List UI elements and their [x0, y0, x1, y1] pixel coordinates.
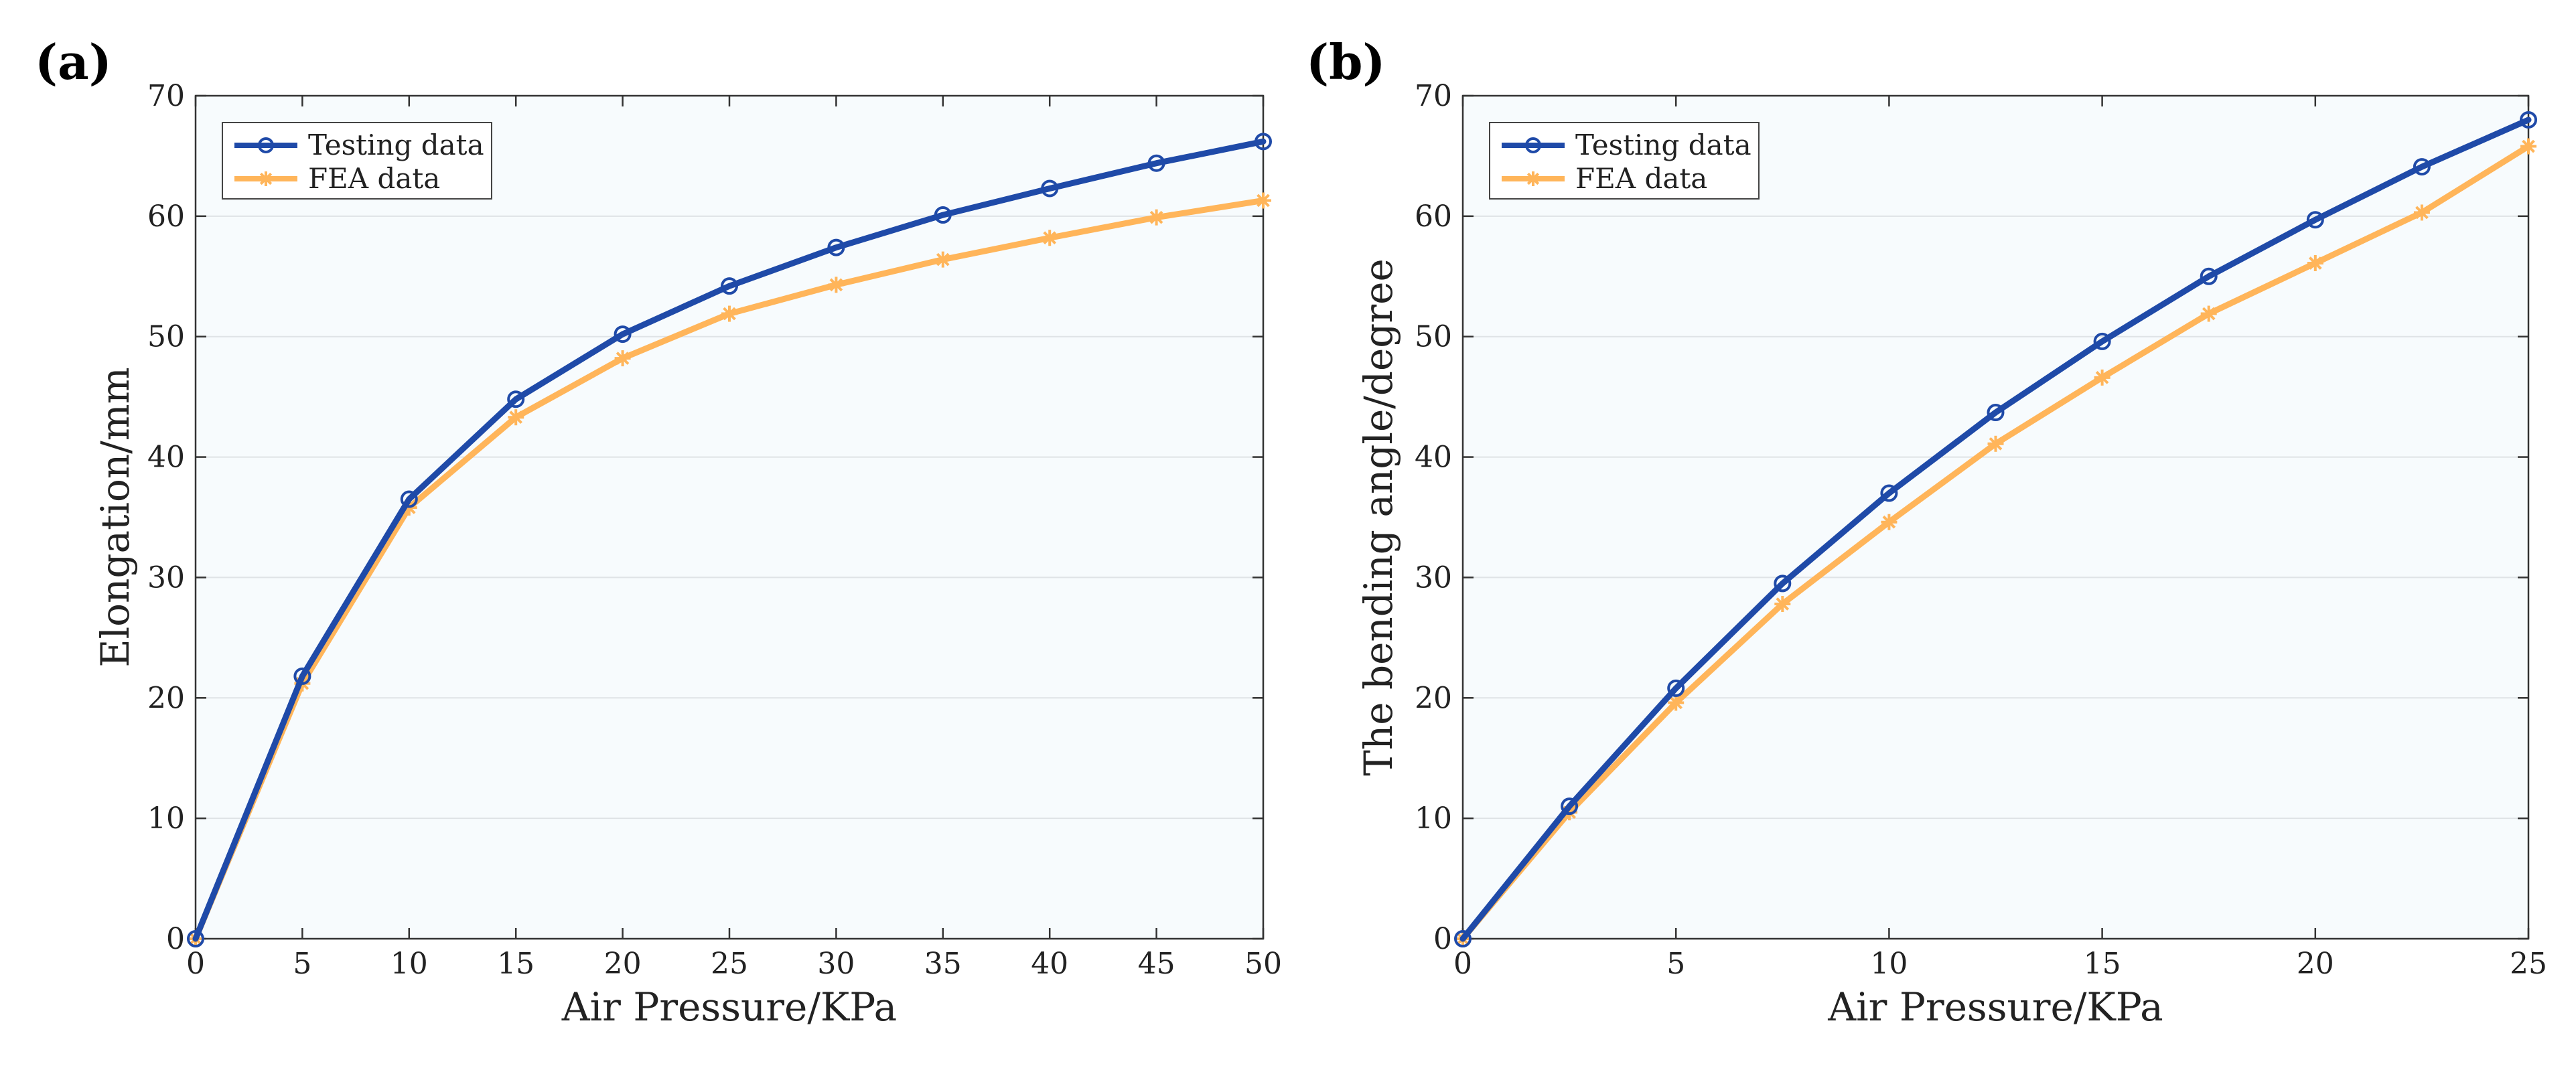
data-point	[508, 409, 524, 426]
x-tick-label: 5	[293, 947, 311, 981]
data-point	[2520, 110, 2537, 129]
data-point	[1041, 179, 1059, 198]
legend-marker	[259, 171, 273, 186]
x-tick-label: 10	[390, 947, 428, 981]
data-point	[1668, 694, 1685, 711]
axis-frame	[1461, 94, 2530, 940]
data-point	[1774, 595, 1791, 612]
x-axis-title: Air Pressure/KPa	[1827, 984, 2163, 1030]
data-point	[1987, 404, 2005, 422]
data-point	[1454, 930, 1472, 947]
y-tick-label: 30	[1415, 560, 1452, 595]
x-tick-label: 50	[1244, 947, 1282, 981]
legend-marker	[258, 137, 274, 153]
y-tick-label: 0	[1433, 922, 1452, 956]
data-point	[934, 206, 952, 224]
y-tick-label: 70	[147, 79, 185, 113]
data-point	[293, 667, 311, 685]
x-tick-label: 10	[1870, 947, 1908, 981]
data-point	[2200, 267, 2218, 285]
y-tick-label: 0	[166, 922, 185, 956]
y-tick-label: 40	[147, 441, 185, 475]
x-tick-label: 25	[2510, 947, 2547, 981]
x-tick-label: 30	[817, 947, 855, 981]
x-tick-label: 20	[604, 947, 642, 981]
y-tick-label: 10	[1415, 801, 1452, 836]
plot-area	[1463, 96, 2528, 939]
y-tick-label: 60	[1415, 200, 1452, 234]
panel-label: (b)	[1306, 33, 1385, 90]
data-point	[1147, 154, 1165, 172]
data-point	[827, 238, 845, 256]
legend-marker	[1526, 171, 1541, 186]
x-tick-label: 5	[1666, 947, 1685, 981]
y-tick-label: 70	[1415, 79, 1452, 113]
legend-marker	[1525, 137, 1541, 153]
data-point	[2093, 332, 2111, 350]
data-point	[187, 930, 204, 947]
x-tick-label: 35	[924, 947, 962, 981]
x-tick-label: 20	[2297, 947, 2334, 981]
legend-label: FEA data	[1575, 162, 1707, 195]
data-point	[1880, 484, 1898, 502]
x-tick-label: 25	[711, 947, 748, 981]
data-point	[614, 325, 632, 343]
y-axis-title: Elongation/mm	[92, 367, 138, 668]
data-point	[1042, 230, 1058, 246]
data-point	[721, 277, 738, 295]
y-tick-label: 50	[147, 320, 185, 354]
data-point	[1255, 133, 1272, 151]
series-fea-data	[1455, 138, 2536, 947]
legend-label: Testing data	[1575, 129, 1751, 161]
series-testing-data	[1454, 110, 2537, 947]
plot-area	[196, 96, 1263, 939]
data-point	[2306, 211, 2324, 229]
y-tick-label: 10	[147, 801, 185, 836]
x-tick-label: 0	[1453, 947, 1472, 981]
y-tick-label: 20	[147, 681, 185, 715]
data-point	[2413, 158, 2431, 176]
y-tick-label: 60	[147, 200, 185, 234]
x-tick-label: 0	[186, 947, 205, 981]
panel-label: (a)	[35, 33, 112, 90]
data-point	[721, 305, 737, 322]
data-point	[2094, 369, 2110, 386]
panel-b: (b) 0 10 20 30 40 50 60 70 0 5 10 15 20 25 Air Pressure…	[1306, 33, 2547, 1030]
data-point	[507, 390, 525, 408]
series-testing-data	[187, 133, 1272, 947]
data-point	[1561, 797, 1579, 816]
x-tick-label: 15	[497, 947, 534, 981]
data-point	[1148, 209, 1165, 226]
y-tick-label: 50	[1415, 320, 1452, 354]
legend-label: FEA data	[308, 162, 440, 195]
y-tick-label: 20	[1415, 681, 1452, 715]
y-tick-label: 30	[147, 560, 185, 595]
data-point	[1667, 679, 1685, 697]
data-point	[1881, 514, 1898, 530]
data-point	[934, 251, 951, 268]
series-line	[192, 138, 1267, 942]
data-point	[2307, 255, 2323, 272]
x-tick-label: 40	[1031, 947, 1068, 981]
x-tick-label: 15	[2084, 947, 2121, 981]
data-point	[400, 490, 418, 508]
panel-a: (a) 0 10 20 30 40 50 60 70 0 5 10 15 20 25 30 35 40 45 50 Ai…	[35, 33, 1282, 1030]
x-tick-label: 45	[1138, 947, 1175, 981]
y-tick-label: 40	[1415, 441, 1452, 475]
data-point	[2413, 204, 2430, 221]
data-point	[1987, 435, 2004, 452]
legend-label: Testing data	[308, 129, 484, 161]
data-point	[2520, 138, 2536, 155]
data-point	[828, 277, 845, 293]
y-axis-title: The bending angle/degree	[1356, 258, 1401, 776]
data-point	[2200, 305, 2217, 322]
series-line	[1459, 117, 2532, 942]
data-point	[614, 350, 631, 367]
x-axis-title: Air Pressure/KPa	[561, 984, 897, 1030]
data-point	[1255, 192, 1271, 209]
data-point	[1774, 574, 1792, 593]
